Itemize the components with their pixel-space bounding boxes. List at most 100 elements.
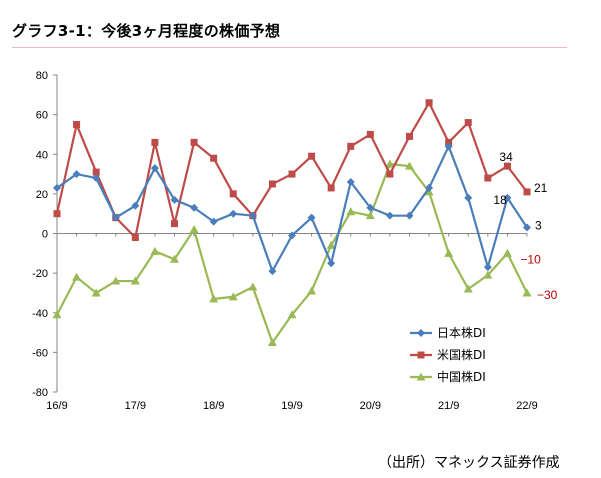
data-point [405, 211, 414, 220]
data-point [131, 233, 139, 241]
data-point [268, 267, 277, 276]
y-tick-label: -40 [32, 308, 48, 320]
data-point [248, 282, 258, 291]
data-point [308, 152, 316, 160]
data-point [502, 248, 512, 257]
data-point [288, 231, 296, 240]
x-tick-label: 16/9 [46, 400, 67, 412]
data-point [483, 270, 493, 279]
data-point [366, 203, 375, 212]
data-point [307, 213, 316, 222]
series-米国株DI [53, 99, 531, 241]
data-point [111, 213, 120, 222]
series-日本株DI [53, 142, 531, 276]
data-point [268, 180, 276, 188]
data-point [425, 99, 433, 107]
data-point [111, 276, 121, 285]
data-point [288, 170, 296, 178]
data-point [52, 310, 62, 319]
data-point [151, 138, 159, 146]
data-point [346, 207, 356, 216]
data-point [444, 142, 453, 151]
data-point [484, 174, 492, 182]
data-label: 3 [535, 219, 542, 233]
y-tick-label: -80 [32, 387, 48, 399]
data-point [327, 259, 336, 268]
data-point [425, 183, 434, 192]
y-tick-label: -60 [32, 347, 48, 359]
data-point [416, 372, 426, 381]
data-point [405, 161, 414, 170]
x-tick-label: 18/9 [203, 400, 224, 412]
x-tick-label: 21/9 [438, 400, 459, 412]
data-point [417, 329, 425, 337]
data-point [210, 154, 218, 162]
data-label: −30 [537, 288, 558, 302]
data-point [131, 201, 140, 210]
data-point [365, 211, 375, 220]
x-tick-label: 19/9 [281, 400, 302, 412]
data-point [287, 310, 297, 319]
y-tick-label: -20 [32, 268, 48, 280]
data-point [503, 162, 511, 170]
y-tick-label: 40 [36, 149, 48, 161]
data-point [228, 292, 238, 301]
data-point [326, 240, 336, 249]
data-point [72, 170, 81, 179]
data-point [190, 203, 199, 212]
data-label: −10 [520, 252, 541, 266]
data-point [190, 138, 198, 146]
data-point [483, 263, 492, 272]
series-layer [52, 99, 532, 346]
data-point [53, 183, 61, 192]
x-tick-label: 22/9 [516, 400, 537, 412]
data-label: 34 [499, 150, 513, 164]
data-point [92, 168, 100, 176]
series-line [56, 145, 528, 273]
data-point [229, 209, 238, 218]
data-point [209, 294, 219, 303]
x-tick-label: 17/9 [125, 400, 146, 412]
legend-label: 中国株DI [437, 369, 486, 384]
data-point [150, 164, 159, 173]
data-point [385, 159, 395, 168]
title-underline [12, 47, 567, 48]
legend-item: 米国株DI [410, 347, 486, 362]
data-point [267, 337, 277, 346]
legend: 日本株DI 米国株DI 中国株DI [410, 325, 486, 384]
data-point [522, 288, 532, 297]
x-tick-label: 20/9 [360, 400, 381, 412]
data-point [386, 170, 394, 178]
legend-item: 中国株DI [410, 369, 486, 384]
data-point [417, 351, 425, 359]
series-line [55, 101, 528, 239]
data-point [444, 248, 454, 257]
data-point [464, 193, 473, 202]
data-point [130, 276, 140, 285]
data-point [53, 210, 61, 218]
data-point [327, 184, 335, 192]
source-note: （出所）マネックス証券作成 [378, 455, 560, 471]
data-point [307, 286, 317, 295]
legend-item: 日本株DI [410, 325, 486, 340]
data-point [523, 188, 531, 196]
data-point [229, 190, 237, 198]
data-point [346, 177, 355, 186]
data-point [385, 211, 394, 220]
legend-label: 米国株DI [437, 347, 486, 362]
data-point [91, 288, 101, 297]
data-point [406, 132, 413, 140]
data-point [189, 225, 199, 234]
chart-title: グラフ3-1：今後3ヶ月程度の株価予想 [12, 22, 281, 40]
data-label: 21 [534, 181, 548, 195]
y-tick-label: 0 [42, 229, 48, 241]
data-point [170, 195, 179, 204]
data-point [248, 211, 257, 220]
series-中国株DI [52, 159, 532, 346]
legend-label: 日本株DI [437, 325, 486, 340]
data-point [464, 119, 472, 127]
data-point [463, 284, 473, 293]
y-tick-label: 80 [36, 70, 48, 82]
